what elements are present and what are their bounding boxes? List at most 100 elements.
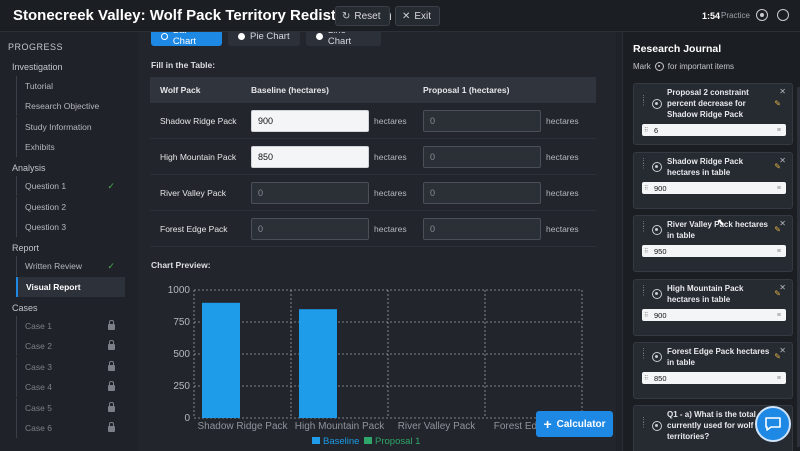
sidebar-item-case-1[interactable]: Case 1: [16, 316, 125, 336]
unit-label: hectares: [374, 115, 407, 126]
table-row: Forest Edge Pack 0 hectares 0 hectares: [150, 211, 596, 247]
unit-label: hectares: [546, 187, 579, 198]
sidebar-item-label: Research Objective: [25, 101, 100, 111]
chat-icon: [765, 417, 781, 431]
legend-swatch: [364, 437, 372, 444]
close-icon[interactable]: ✕: [779, 283, 786, 292]
sidebar-item-question-1[interactable]: Question 1 ✓: [16, 176, 125, 196]
bar: [299, 309, 337, 418]
scrollbar[interactable]: [797, 87, 800, 447]
section-report: Report: [12, 243, 40, 253]
mark-important-icon[interactable]: [652, 98, 662, 109]
journal-card-value[interactable]: 900: [642, 309, 786, 321]
research-journal: Research Journal Mark for important item…: [622, 32, 800, 451]
journal-card-value[interactable]: 850: [642, 372, 786, 384]
proposal-input[interactable]: 0: [423, 109, 541, 132]
sidebar-item-case-2[interactable]: Case 2: [16, 336, 125, 356]
proposal-input[interactable]: 0: [423, 181, 541, 204]
refresh-icon: ↻: [342, 10, 351, 22]
exit-button[interactable]: ✕ Exit: [395, 6, 441, 26]
sidebar-item-question-2[interactable]: Question 2: [16, 197, 125, 217]
radio-icon: [316, 32, 323, 40]
calculator-button[interactable]: + Calculator: [536, 411, 613, 437]
journal-card-value[interactable]: 900: [642, 182, 786, 194]
close-icon[interactable]: ✕: [779, 219, 786, 228]
tab-bar-chart[interactable]: Bar Chart: [151, 32, 222, 47]
edit-icon[interactable]: ✎: [774, 225, 781, 234]
close-icon[interactable]: ✕: [779, 87, 786, 96]
mark-important-icon[interactable]: [652, 225, 662, 235]
sidebar-item-written-review[interactable]: Written Review ✓: [16, 256, 125, 276]
y-tick-label: 250: [173, 381, 190, 392]
sidebar-item-exhibits[interactable]: Exhibits: [16, 137, 125, 157]
journal-card-text: High Mountain Pack hectares in table: [667, 284, 744, 304]
mark-important-icon[interactable]: [652, 162, 662, 172]
drag-handle-icon[interactable]: ⋮ ⋮: [640, 348, 647, 360]
baseline-input[interactable]: 900: [251, 109, 369, 132]
edit-icon[interactable]: ✎: [774, 289, 781, 298]
proposal-input[interactable]: 0: [423, 217, 541, 240]
sidebar-item-research-objective[interactable]: Research Objective: [16, 96, 125, 116]
mark-important-icon[interactable]: [652, 352, 662, 362]
journal-card-value[interactable]: 950: [642, 245, 786, 257]
journal-card[interactable]: ⋮ ⋮ High Mountain Pack hectares in table ✕ ✎…: [633, 279, 793, 336]
mouse-cursor-icon: ⬉: [717, 217, 725, 227]
sidebar-item-question-3[interactable]: Question 3: [16, 217, 125, 237]
pack-name: Shadow Ridge Pack: [160, 115, 237, 126]
drag-handle-icon[interactable]: ⋮ ⋮: [640, 221, 647, 233]
close-icon[interactable]: ✕: [779, 156, 786, 165]
drag-handle-icon[interactable]: ⋮ ⋮: [640, 94, 647, 107]
column-header: Baseline (hectares): [251, 85, 329, 95]
journal-card-text: Forest Edge Pack hectares in table: [667, 347, 770, 367]
lock-icon: [108, 320, 115, 330]
edit-icon[interactable]: ✎: [774, 98, 781, 108]
mark-icon: [654, 62, 664, 71]
sidebar-item-case-4[interactable]: Case 4: [16, 377, 125, 397]
chat-button[interactable]: [755, 406, 791, 442]
y-tick-label: 0: [184, 413, 190, 424]
sidebar-item-tutorial[interactable]: Tutorial: [16, 76, 125, 96]
table-row: River Valley Pack 0 hectares 0 hectares: [150, 175, 596, 211]
sidebar-item-label: Question 2: [25, 202, 67, 212]
lock-icon: [108, 422, 115, 432]
sidebar-item-label: Written Review: [25, 261, 82, 271]
target-icon[interactable]: [756, 9, 768, 21]
sidebar-item-label: Case 4: [25, 382, 52, 392]
chart-preview-label: Chart Preview:: [151, 260, 211, 270]
unit-label: hectares: [546, 223, 579, 234]
mark-important-icon[interactable]: [652, 420, 662, 431]
check-icon: ✓: [107, 180, 115, 191]
baseline-input[interactable]: 0: [251, 181, 369, 204]
journal-card-value[interactable]: 6: [642, 124, 786, 136]
mark-important-icon[interactable]: [652, 289, 662, 299]
sidebar-item-case-5[interactable]: Case 5: [16, 398, 125, 418]
tab-pie-chart[interactable]: Pie Chart: [228, 32, 300, 46]
sidebar-item-case-6[interactable]: Case 6: [16, 418, 125, 438]
x-tick-label: River Valley Pack: [398, 421, 477, 432]
tab-line-chart[interactable]: Line Chart: [306, 32, 381, 47]
proposal-input[interactable]: 0: [423, 145, 541, 168]
mode-label: Practice: [721, 11, 750, 20]
journal-card[interactable]: ⋮⋮ Forest Edge Pack hectares in table ✕✎ 85…: [633, 342, 793, 399]
baseline-input[interactable]: 850: [251, 145, 369, 168]
sidebar-item-visual-report[interactable]: Visual Report: [16, 277, 125, 297]
sidebar-item-case-3[interactable]: Case 3: [16, 357, 125, 377]
journal-card[interactable]: ⋮⋮ Shadow Ridge Pack hectares in table ✕✎ 9…: [633, 152, 793, 209]
baseline-input[interactable]: 0: [251, 217, 369, 240]
settings-icon[interactable]: [777, 9, 789, 21]
reset-button[interactable]: ↻ Reset: [335, 6, 390, 26]
unit-label: hectares: [374, 223, 407, 234]
unit-label: hectares: [546, 151, 579, 162]
edit-icon[interactable]: ✎: [774, 162, 781, 171]
sidebar-item-study-information[interactable]: Study Information: [16, 117, 125, 137]
journal-card[interactable]: ⋮ ⋮ Proposal 2 constraint percent decrease…: [633, 83, 793, 145]
drag-handle-icon[interactable]: ⋮ ⋮: [640, 285, 647, 297]
close-icon[interactable]: ✕: [779, 346, 786, 355]
drag-handle-icon[interactable]: ⋮ ⋮: [640, 416, 647, 429]
edit-icon[interactable]: ✎: [774, 352, 781, 361]
journal-card[interactable]: ⋮⋮ River Valley Pack hectares in table ✕✎ 9…: [633, 215, 793, 272]
tab-label: Pie Chart: [250, 32, 290, 42]
lock-icon: [108, 361, 115, 371]
drag-handle-icon[interactable]: ⋮ ⋮: [640, 158, 647, 170]
journal-hint: Mark for important items: [633, 62, 734, 71]
